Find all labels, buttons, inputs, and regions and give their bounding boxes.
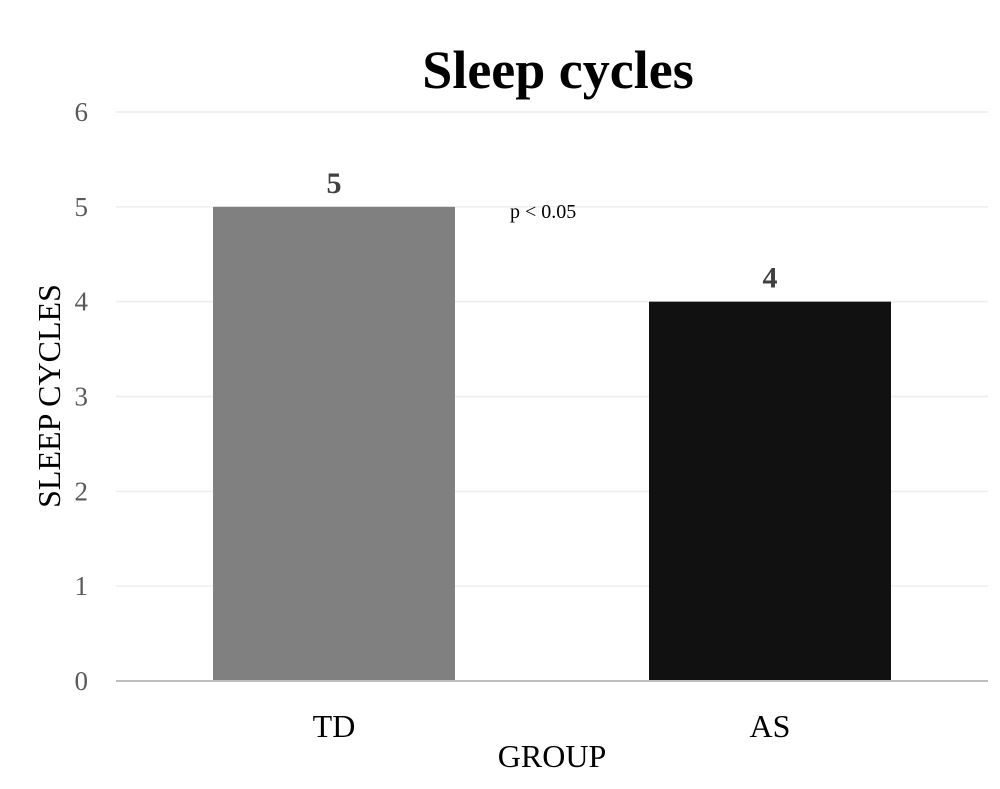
y-tick-label: 0 (75, 666, 89, 696)
y-tick-label: 1 (75, 571, 89, 601)
y-tick-label: 5 (75, 192, 89, 222)
data-labels: 54 (327, 167, 778, 295)
data-label-td: 5 (327, 167, 342, 200)
data-label-as: 4 (763, 262, 778, 295)
chart-title: Sleep cycles (422, 40, 693, 100)
x-tick-label-td: TD (313, 708, 356, 744)
bar-td (213, 206, 455, 682)
y-tick-label: 6 (75, 97, 89, 127)
significance-annotation: p < 0.05 (510, 201, 576, 223)
bars (213, 206, 891, 682)
y-axis-ticks: 0 1 2 3 4 5 6 (75, 97, 89, 696)
y-tick-label: 3 (75, 382, 89, 412)
y-tick-label: 4 (75, 287, 89, 317)
x-axis-ticks: TD AS (313, 708, 791, 744)
x-tick-label-as: AS (750, 708, 791, 744)
x-axis-label: GROUP (498, 738, 606, 774)
bar-as (649, 301, 891, 681)
y-tick-label: 2 (75, 476, 89, 506)
y-axis-label: SLEEP CYCLES (31, 284, 67, 508)
